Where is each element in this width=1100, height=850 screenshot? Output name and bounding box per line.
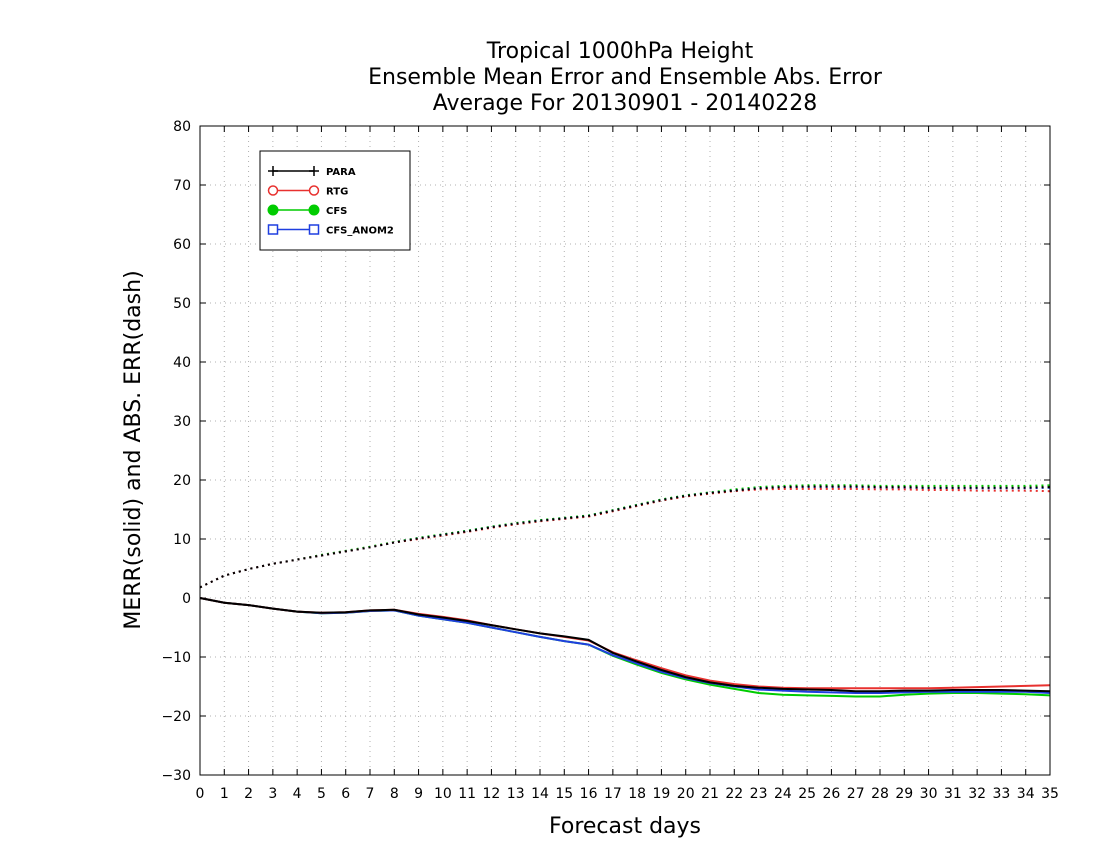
x-tick-label: 10	[434, 786, 452, 802]
x-tick-label: 34	[1017, 786, 1035, 802]
legend-marker-square	[267, 224, 279, 235]
x-tick-label: 5	[317, 786, 326, 802]
chart-title: Tropical 1000hPa Height Ensemble Mean Er…	[368, 39, 883, 116]
y-axis-label: MERR(solid) and ABS. ERR(dash)	[121, 270, 146, 629]
legend-label: RTG	[326, 187, 348, 198]
x-tick-label: 21	[701, 786, 719, 802]
legend-item-para: PARA	[268, 166, 356, 178]
x-tick-label: 16	[580, 786, 598, 802]
legend-item-cfs: CFS	[267, 204, 347, 217]
x-tick-label: 13	[507, 786, 525, 802]
legend-marker-circle	[267, 185, 279, 196]
x-tick-label: 29	[895, 786, 913, 802]
x-tick-label: 20	[677, 786, 695, 802]
x-tick-label: 35	[1041, 786, 1059, 802]
legend-marker-dot	[267, 204, 279, 216]
x-tick-label: 7	[366, 786, 375, 802]
legend-item-rtg: RTG	[267, 185, 348, 198]
y-tick-label: 50	[173, 296, 191, 312]
x-tick-label: 6	[341, 786, 350, 802]
legend-label: CFS	[326, 206, 347, 217]
x-tick-label: 31	[944, 786, 962, 802]
x-tick-label: 30	[920, 786, 938, 802]
y-tick-label: 40	[173, 355, 191, 371]
y-tick-label: 80	[173, 119, 191, 135]
chart-title-line-2: Ensemble Mean Error and Ensemble Abs. Er…	[368, 65, 883, 90]
series-para-abs-err-line	[199, 485, 1051, 589]
y-tick-label: 0	[182, 591, 191, 607]
x-tick-label: 2	[244, 786, 253, 802]
series-cfs-abs-err-line	[199, 484, 1051, 589]
x-tick-label: 14	[531, 786, 549, 802]
x-tick-label: 23	[750, 786, 768, 802]
y-tick-label: 70	[173, 178, 191, 194]
plot-frame	[199, 125, 1051, 776]
x-tick-label: 4	[293, 786, 302, 802]
x-tick-label: 32	[968, 786, 986, 802]
legend-item-cfs-anom2: CFS_ANOM2	[267, 224, 394, 237]
x-tick-label: 15	[555, 786, 573, 802]
series-para-merr-line	[199, 597, 1051, 693]
x-tick-label: 33	[993, 786, 1011, 802]
x-tick-label: 17	[604, 786, 622, 802]
x-tick-label: 9	[414, 786, 423, 802]
x-tick-label: 28	[871, 786, 889, 802]
chart-title-line-1: Tropical 1000hPa Height	[486, 39, 754, 64]
legend: PARA RTG CFS CFS_ANOM2	[259, 150, 411, 251]
series-cfs-anom2-abs-err-line	[199, 486, 1051, 589]
legend-label: PARA	[326, 167, 356, 178]
y-tick-label: −10	[161, 650, 191, 666]
x-tick-label: 25	[798, 786, 816, 802]
series-rtg-abs-err-line	[199, 487, 1051, 589]
x-tick-label: 24	[774, 786, 792, 802]
legend-label: CFS_ANOM2	[326, 226, 394, 237]
legend-marker-circle	[308, 185, 320, 196]
y-tick-label: 20	[173, 473, 191, 489]
legend-marker-plus	[309, 166, 319, 176]
x-tick-label: 22	[725, 786, 743, 802]
legend-box	[259, 150, 411, 251]
x-tick-label: 12	[483, 786, 501, 802]
x-tick-label: 27	[847, 786, 865, 802]
x-tick-label: 19	[653, 786, 671, 802]
y-tick-label: 30	[173, 414, 191, 430]
x-tick-label: 18	[628, 786, 646, 802]
series-lines	[199, 484, 1051, 698]
y-tick-label: −20	[161, 709, 191, 725]
grid	[200, 126, 1050, 775]
y-tick-label: 60	[173, 237, 191, 253]
x-tick-label: 0	[196, 786, 205, 802]
x-axis-label: Forecast days	[549, 814, 701, 839]
x-tick-label: 3	[268, 786, 277, 802]
axis-ticks: 0 1 2 3 4 5 6 7 8 9 10 11 12 13 14 15 16 17 18 19 20 21 22 23 24…	[161, 119, 1058, 802]
x-tick-label: 26	[823, 786, 841, 802]
y-tick-label: 10	[173, 532, 191, 548]
chart-title-line-3: Average For 20130901 - 20140228	[433, 91, 818, 116]
legend-marker-square	[308, 224, 320, 235]
legend-marker-plus	[268, 166, 278, 176]
legend-marker-dot	[308, 204, 320, 216]
x-tick-label: 1	[220, 786, 229, 802]
x-tick-label: 8	[390, 786, 399, 802]
x-tick-label: 11	[458, 786, 476, 802]
y-tick-label: −30	[161, 768, 191, 784]
series-rtg-merr-line	[199, 597, 1051, 690]
